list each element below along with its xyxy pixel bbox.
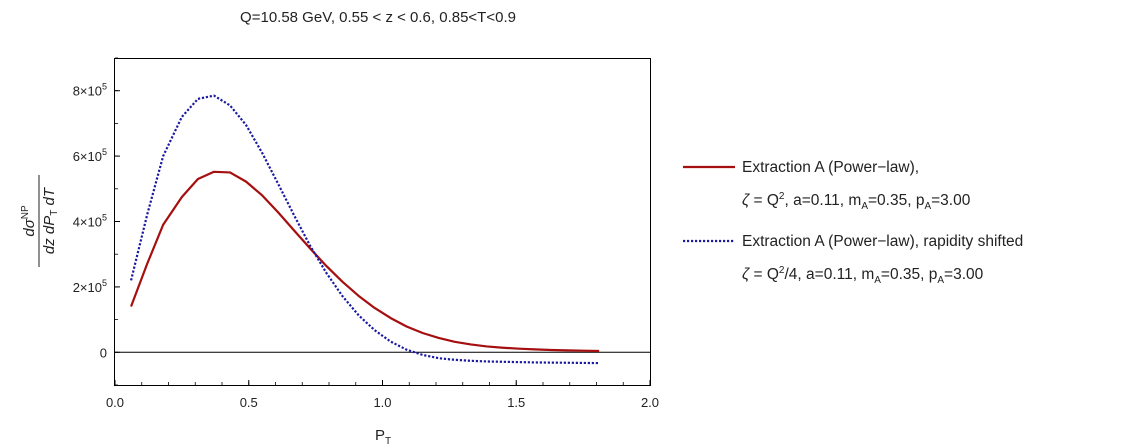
y-tick-label: 2×105 xyxy=(73,278,107,295)
y-ticks: 0 2×105 4×105 6×105 8×105 xyxy=(73,57,120,386)
x-ticks: 0.0 0.5 1.0 1.5 2.0 xyxy=(106,380,659,410)
chart-title: Q=10.58 GeV, 0.55 < z < 0.6, 0.85<T<0.9 xyxy=(240,9,516,26)
x-axis-label: PT xyxy=(375,427,391,447)
x-tick-label: 0.0 xyxy=(106,395,124,410)
y-tick-label: 0 xyxy=(100,345,107,360)
series-1-line xyxy=(130,170,600,353)
legend: Extraction A (Power−law), ζ = Q2, a=0.11,… xyxy=(683,159,1023,286)
y-tick-label: 8×105 xyxy=(73,82,107,99)
x-tick-label: 2.0 xyxy=(641,395,659,410)
plot-frame xyxy=(114,58,651,386)
series-2-line xyxy=(129,94,600,365)
legend-label-2: Extraction A (Power−law), rapidity shift… xyxy=(742,233,1023,250)
y-axis-label: dσNP dz dPT dT xyxy=(20,175,60,267)
x-tick-label: 1.5 xyxy=(507,395,525,410)
legend-params-1: ζ = Q2, a=0.11, mA=0.35, pA=3.00 xyxy=(742,191,971,212)
y-axis-label-numerator: dσNP xyxy=(20,205,38,237)
legend-params-2: ζ = Q2/4, a=0.11, mA=0.35, pA=3.00 xyxy=(742,265,984,286)
legend-label-1: Extraction A (Power−law), xyxy=(742,159,919,176)
y-tick-label: 6×105 xyxy=(73,147,107,164)
x-tick-label: 1.0 xyxy=(373,395,391,410)
x-tick-label: 0.5 xyxy=(240,395,258,410)
y-tick-label: 4×105 xyxy=(73,213,107,230)
series-group xyxy=(129,94,600,365)
y-axis-label-denominator: dz dPT dT xyxy=(41,186,60,254)
